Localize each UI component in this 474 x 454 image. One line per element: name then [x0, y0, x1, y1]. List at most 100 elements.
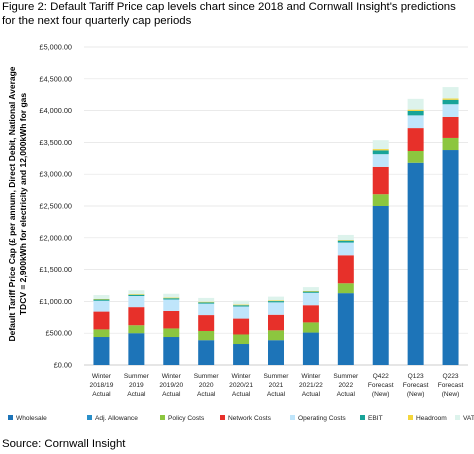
x-tick-label: 2020 — [199, 382, 214, 389]
x-tick-label: Actual — [162, 391, 181, 398]
y-tick-label: £4,500.00 — [40, 74, 72, 83]
y-tick-label: £0.00 — [54, 361, 72, 370]
legend-label: Wholesale — [16, 415, 47, 422]
bar-segment — [163, 310, 180, 329]
bar-segment — [442, 116, 459, 138]
x-tick-label: Summer — [333, 373, 359, 380]
bar-segment — [372, 154, 389, 167]
x-tick-label: 2021/22 — [299, 382, 323, 389]
bar-segment — [233, 334, 250, 345]
bar-segment — [128, 294, 145, 296]
legend-swatch — [408, 415, 413, 420]
bar-segment — [407, 150, 424, 163]
bar-segment — [233, 318, 250, 335]
bar-segment — [93, 329, 110, 338]
bar-segment — [198, 302, 215, 304]
y-tick-label: £1,500.00 — [40, 265, 72, 274]
legend-swatch — [87, 415, 92, 420]
y-tick-label: £1,000.00 — [40, 297, 72, 306]
x-tick-label: Actual — [267, 391, 286, 398]
legend-swatch — [220, 415, 225, 420]
x-tick-label: (New) — [442, 391, 460, 398]
bar-segment — [198, 330, 215, 341]
x-tick-label: Actual — [232, 391, 251, 398]
bar-segment — [268, 340, 284, 365]
x-tick-label: 2021 — [269, 382, 284, 389]
bar-segment — [268, 330, 284, 341]
bar-segment — [302, 332, 319, 365]
bar-segment — [337, 255, 354, 284]
legend-swatch — [360, 415, 365, 420]
legend-label: Policy Costs — [168, 415, 205, 422]
bar-segment — [163, 293, 180, 298]
bar-segment — [372, 194, 389, 206]
legend: Wholesale Adj. Allowance Policy Costs Netwo… — [8, 415, 474, 422]
bar-segment — [268, 302, 284, 315]
x-tick-label: Winter — [232, 373, 252, 380]
x-tick-label: Winter — [92, 373, 112, 380]
bar-segment — [372, 206, 389, 365]
y-axis-ticks: £0.00 £500.00 £1,000.00 £1,500.00 £2,000.00 £… — [40, 43, 72, 370]
y-tick-label: £2,500.00 — [40, 202, 72, 211]
x-tick-label: Summer — [124, 373, 150, 380]
y-tick-label: £2,000.00 — [40, 233, 72, 242]
bar-segment — [442, 98, 459, 100]
bar-segment — [233, 305, 250, 307]
bar-segment — [302, 292, 319, 306]
legend-label: Network Costs — [228, 415, 272, 422]
bar-segment — [163, 297, 180, 299]
figure-title: Figure 2: Default Tariff Price cap level… — [2, 1, 456, 27]
bar-segment — [372, 140, 389, 150]
bar-segment — [407, 109, 424, 111]
x-tick-label: 2019/20 — [159, 382, 183, 389]
x-tick-label: Actual — [337, 391, 356, 398]
bar-segment — [302, 305, 319, 323]
bar-segment — [268, 300, 284, 302]
legend-label: Adj. Allowance — [95, 415, 138, 422]
x-tick-label: Forecast — [368, 382, 394, 389]
bar-segment — [407, 128, 424, 151]
x-tick-label: 2020/21 — [229, 382, 253, 389]
legend-swatch — [455, 415, 460, 420]
bar-segment — [442, 150, 459, 365]
legend-swatch — [290, 415, 295, 420]
bar-segment — [163, 328, 180, 338]
bar-segment — [337, 293, 354, 365]
bar-segment — [442, 137, 459, 151]
bar-segment — [337, 283, 354, 294]
bars — [93, 87, 459, 365]
bar-segment — [128, 294, 145, 295]
bar-segment — [337, 242, 354, 256]
x-tick-label: Forecast — [403, 382, 429, 389]
x-tick-label: 2022 — [338, 382, 353, 389]
bar-segment — [128, 333, 145, 365]
y-tick-label: £5,000.00 — [40, 43, 72, 52]
x-axis-labels: Winter 2018/19 Actual Summer 2019 Actual Winte… — [90, 373, 464, 398]
bar-segment — [233, 304, 250, 306]
x-tick-label: Actual — [92, 391, 111, 398]
x-tick-label: Actual — [127, 391, 146, 398]
x-tick-label: Q422 — [373, 373, 389, 380]
bar-segment — [163, 299, 180, 311]
bar-segment — [233, 344, 250, 365]
bar-segment — [337, 234, 354, 241]
bar-segment — [233, 300, 250, 305]
legend-label: VAT — [463, 415, 474, 422]
bar-segment — [198, 315, 215, 331]
bar-segment — [93, 295, 110, 299]
bar-segment — [442, 99, 459, 105]
bar-segment — [93, 299, 110, 301]
legend-label: Operating Costs — [298, 415, 346, 422]
bar-segment — [407, 98, 424, 110]
bar-segment — [198, 340, 215, 365]
x-tick-label: Q223 — [442, 373, 458, 380]
x-tick-label: Forecast — [438, 382, 464, 389]
source-note: Source: Cornwall Insight — [2, 438, 126, 450]
bar-segment — [268, 301, 284, 303]
y-tick-label: £500.00 — [46, 329, 72, 338]
bar-segment — [93, 311, 110, 330]
bar-segment — [337, 240, 354, 241]
y-tick-label: £3,000.00 — [40, 170, 72, 179]
x-tick-label: Summer — [194, 373, 220, 380]
bar-segment — [407, 110, 424, 116]
